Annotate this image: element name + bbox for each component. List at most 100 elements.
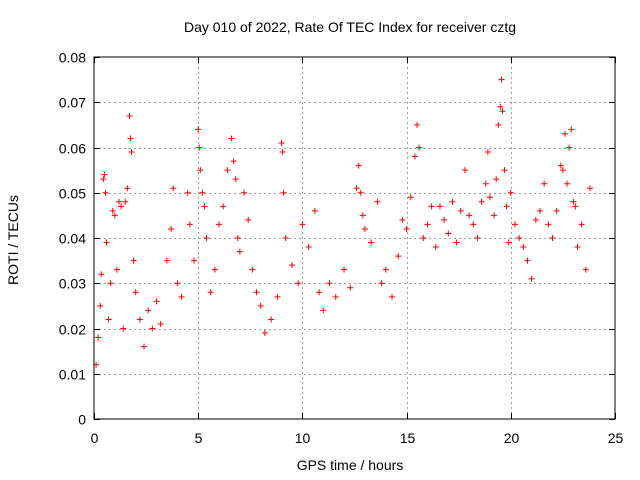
data-point — [174, 280, 181, 287]
data-point — [511, 221, 518, 228]
data-point — [389, 293, 396, 300]
data-point — [163, 257, 170, 264]
data-point — [170, 185, 177, 192]
data-point — [103, 239, 110, 246]
data-point — [441, 216, 448, 223]
data-point — [568, 126, 575, 133]
data-point — [499, 108, 506, 115]
data-point — [295, 280, 302, 287]
data-point — [484, 149, 491, 156]
data-point — [449, 198, 456, 205]
data-point — [355, 162, 362, 169]
data-point — [168, 225, 175, 232]
data-point — [416, 144, 423, 151]
data-point — [107, 280, 114, 287]
data-point — [105, 316, 112, 323]
data-point — [122, 198, 129, 205]
data-point — [564, 180, 571, 187]
data-point — [553, 207, 560, 214]
data-point — [557, 162, 564, 169]
data-point — [178, 293, 185, 300]
data-point — [532, 216, 539, 223]
data-point — [100, 176, 107, 183]
x-tick-label: 5 — [195, 430, 203, 446]
data-point — [241, 189, 248, 196]
data-point — [374, 198, 381, 205]
data-point — [528, 275, 535, 282]
data-point — [368, 239, 375, 246]
data-point — [253, 289, 260, 296]
y-tick-label: 0.05 — [59, 186, 86, 202]
data-point — [561, 130, 568, 137]
data-point — [157, 320, 164, 327]
y-tick-label: 0.06 — [59, 141, 86, 157]
data-point — [136, 316, 143, 323]
data-point — [95, 334, 102, 341]
data-point — [257, 302, 264, 309]
data-point — [341, 266, 348, 273]
data-point — [120, 325, 127, 332]
data-point — [403, 225, 410, 232]
data-point — [486, 194, 493, 201]
data-point — [570, 198, 577, 205]
data-point — [191, 257, 198, 264]
y-tick-label: 0.02 — [59, 322, 86, 338]
data-point — [199, 189, 206, 196]
data-point — [203, 235, 210, 241]
x-tick-labels: 0 5 10 15 20 25 — [91, 430, 624, 446]
data-point — [282, 235, 289, 241]
data-point — [498, 76, 505, 83]
data-point — [582, 266, 589, 273]
data-point — [332, 293, 339, 300]
data-point — [232, 176, 239, 183]
data-point — [234, 235, 241, 241]
data-point — [316, 289, 323, 296]
data-point — [196, 144, 203, 151]
data-point — [436, 203, 443, 210]
data-point — [407, 194, 414, 201]
y-tick-label: 0.07 — [59, 95, 86, 111]
data-point — [491, 212, 498, 219]
data-point — [493, 176, 500, 183]
y-tick-label: 0.08 — [59, 50, 86, 66]
data-point — [457, 207, 464, 214]
data-point — [220, 203, 227, 210]
data-point — [497, 103, 504, 110]
data-point — [420, 235, 427, 241]
data-point — [505, 239, 512, 246]
data-point — [424, 221, 431, 228]
data-point — [495, 121, 502, 128]
data-point — [586, 185, 593, 192]
data-point — [482, 180, 489, 187]
data-point — [541, 180, 548, 187]
x-tick-label: 10 — [295, 430, 311, 446]
data-point — [184, 189, 191, 196]
data-point — [347, 284, 354, 291]
data-point — [118, 203, 125, 210]
data-point — [516, 235, 523, 241]
data-point — [211, 266, 218, 273]
data-point — [536, 207, 543, 214]
data-point — [359, 212, 366, 219]
data-point — [474, 235, 481, 241]
data-point — [478, 198, 485, 205]
data-point — [127, 135, 134, 142]
data-point — [399, 216, 406, 223]
data-point — [101, 171, 108, 178]
data-point — [326, 280, 333, 287]
data-point — [470, 221, 477, 228]
data-point — [195, 126, 202, 133]
data-point — [414, 121, 421, 128]
data-points — [93, 76, 593, 368]
x-tick-label: 15 — [400, 430, 416, 446]
data-point — [549, 235, 556, 241]
data-point — [249, 266, 256, 273]
data-point — [274, 293, 281, 300]
data-point — [279, 149, 286, 156]
data-point — [559, 167, 566, 174]
data-point — [453, 239, 460, 246]
data-point — [109, 207, 116, 214]
data-point — [216, 221, 223, 228]
y-tick-label: 0.04 — [59, 231, 86, 247]
chart-title: Day 010 of 2022, Rate Of TEC Index for r… — [184, 19, 516, 35]
